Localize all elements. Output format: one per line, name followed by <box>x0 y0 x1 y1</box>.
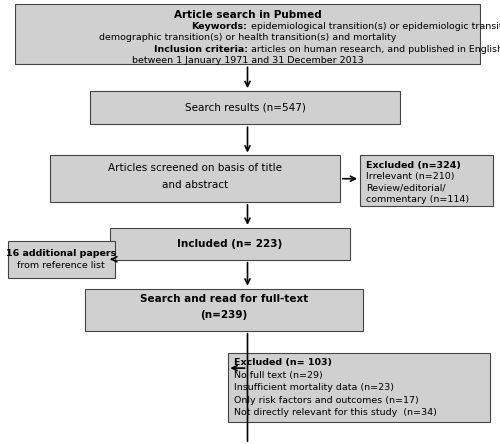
FancyBboxPatch shape <box>85 289 362 331</box>
FancyBboxPatch shape <box>8 241 115 278</box>
Text: between 1 January 1971 and 31 December 2013: between 1 January 1971 and 31 December 2… <box>132 56 364 65</box>
Text: Irrelevant (n=210): Irrelevant (n=210) <box>366 172 454 181</box>
Text: Insufficient mortality data (n=23): Insufficient mortality data (n=23) <box>234 383 394 392</box>
Text: 16 additional papers: 16 additional papers <box>6 249 116 258</box>
Text: Excluded (n=324): Excluded (n=324) <box>366 161 461 170</box>
Text: from reference list: from reference list <box>18 261 105 270</box>
Text: Search and read for full-text: Search and read for full-text <box>140 294 308 305</box>
Text: Search results (n=547): Search results (n=547) <box>184 103 306 113</box>
FancyBboxPatch shape <box>50 155 340 202</box>
Text: Article search in Pubmed: Article search in Pubmed <box>174 10 322 20</box>
FancyBboxPatch shape <box>360 155 492 206</box>
Text: Only risk factors and outcomes (n=17): Only risk factors and outcomes (n=17) <box>234 396 418 404</box>
Text: Not directly relevant for this study  (n=34): Not directly relevant for this study (n=… <box>234 408 436 417</box>
FancyBboxPatch shape <box>228 353 490 422</box>
Text: Review/editorial/: Review/editorial/ <box>366 184 446 193</box>
Text: Inclusion criteria:: Inclusion criteria: <box>154 45 248 54</box>
Text: Excluded (n= 103): Excluded (n= 103) <box>234 358 332 367</box>
Text: and abstract: and abstract <box>162 180 228 190</box>
FancyBboxPatch shape <box>15 4 480 64</box>
Text: epidemiological transition(s) or epidemiologic transition(s) or: epidemiological transition(s) or epidemi… <box>248 22 500 31</box>
Text: (n=239): (n=239) <box>200 310 248 321</box>
Text: No full text (n=29): No full text (n=29) <box>234 371 322 380</box>
Text: articles on human research, and published in English: articles on human research, and publishe… <box>248 45 500 54</box>
FancyBboxPatch shape <box>90 91 400 124</box>
Text: Keywords:: Keywords: <box>192 22 248 31</box>
Text: commentary (n=114): commentary (n=114) <box>366 195 469 204</box>
Text: Articles screened on basis of title: Articles screened on basis of title <box>108 163 282 173</box>
Text: Included (n= 223): Included (n= 223) <box>178 239 282 249</box>
FancyBboxPatch shape <box>110 228 350 260</box>
Text: demographic transition(s) or health transition(s) and mortality: demographic transition(s) or health tran… <box>99 33 396 42</box>
